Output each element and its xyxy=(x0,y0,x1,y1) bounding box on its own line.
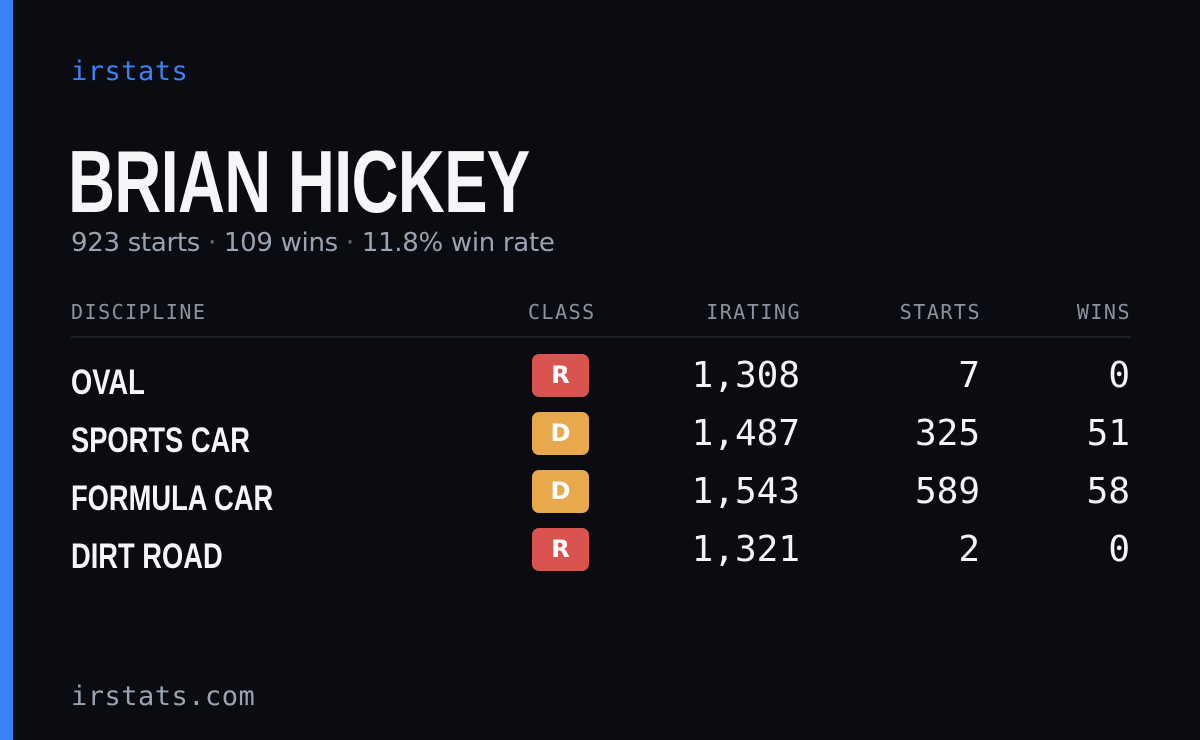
discipline-name: DIRT ROAD xyxy=(71,537,223,576)
discipline-table: OVAL R 1,308 7 0 SPORTS CAR D 1,487 325 … xyxy=(71,350,1131,582)
summary-separator: · xyxy=(207,228,216,258)
footer-url: irstats.com xyxy=(71,681,256,712)
summary-win-rate: 11.8% win rate xyxy=(361,228,555,258)
irating-value: 1,321 xyxy=(691,529,800,570)
header-irating: IRATING xyxy=(706,300,801,324)
header-wins: WINS xyxy=(1076,300,1131,324)
license-class-badge: R xyxy=(532,354,589,397)
header-divider xyxy=(71,336,1131,338)
discipline-name: FORMULA CAR xyxy=(71,479,274,518)
starts-value: 2 xyxy=(958,529,980,570)
discipline-name: SPORTS CAR xyxy=(71,421,250,460)
license-class-badge: D xyxy=(532,470,589,513)
header-class: CLASS xyxy=(528,300,596,324)
header-discipline: DISCIPLINE xyxy=(71,300,207,324)
table-row: SPORTS CAR D 1,487 325 51 xyxy=(71,408,1131,466)
accent-bar xyxy=(0,0,13,740)
wins-value: 58 xyxy=(1086,471,1130,512)
summary-wins: 109 wins xyxy=(223,228,338,258)
summary-separator: · xyxy=(345,228,354,258)
wins-value: 51 xyxy=(1086,413,1130,454)
brand-logo: irstats xyxy=(71,56,189,87)
table-header: DISCIPLINE CLASS IRATING STARTS WINS xyxy=(71,300,1131,326)
header-starts: STARTS xyxy=(899,300,981,324)
driver-name: BRIAN HICKEY xyxy=(68,132,530,231)
career-summary: 923 starts · 109 wins · 11.8% win rate xyxy=(71,228,555,258)
license-class-badge: D xyxy=(532,412,589,455)
table-row: DIRT ROAD R 1,321 2 0 xyxy=(71,524,1131,582)
starts-value: 589 xyxy=(914,471,980,512)
discipline-name: OVAL xyxy=(71,363,145,402)
irating-value: 1,543 xyxy=(691,471,800,512)
irating-value: 1,487 xyxy=(691,413,800,454)
starts-value: 7 xyxy=(958,355,980,396)
table-row: FORMULA CAR D 1,543 589 58 xyxy=(71,466,1131,524)
wins-value: 0 xyxy=(1108,355,1130,396)
license-class-badge: R xyxy=(532,528,589,571)
irating-value: 1,308 xyxy=(691,355,800,396)
starts-value: 325 xyxy=(914,413,980,454)
table-row: OVAL R 1,308 7 0 xyxy=(71,350,1131,408)
wins-value: 0 xyxy=(1108,529,1130,570)
summary-starts: 923 starts xyxy=(71,228,200,258)
